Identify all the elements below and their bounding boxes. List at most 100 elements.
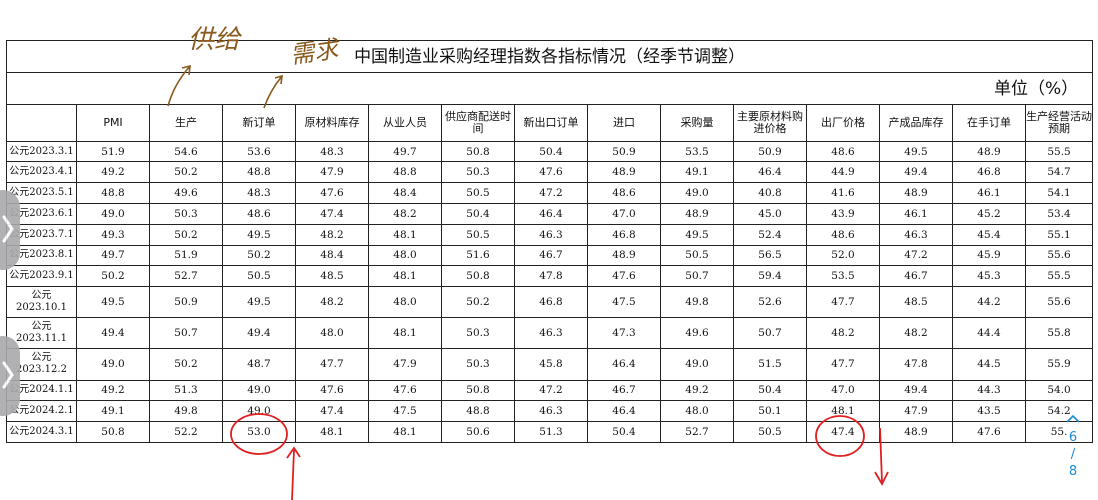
table-cell: 44.9 <box>806 161 880 184</box>
table-cell: 50.3 <box>441 348 515 381</box>
table-cell: 50.7 <box>660 265 734 288</box>
table-cell: 48.2 <box>295 223 369 246</box>
table-cell: 48.4 <box>368 182 442 205</box>
table-cell: 46.7 <box>514 244 588 267</box>
table-cell: 48.0 <box>368 286 442 319</box>
table-cell: 50.2 <box>149 161 223 184</box>
table-cell: 43.9 <box>806 203 880 225</box>
table-cell: 49.1 <box>76 400 150 423</box>
table-cell: 48.2 <box>806 317 880 350</box>
table-cell: 48.1 <box>806 400 880 423</box>
table-cell: 48.9 <box>587 161 661 184</box>
table-cell: 48.2 <box>368 203 442 225</box>
table-cell: 50.9 <box>733 140 807 163</box>
header-row: PMI 生产 新订单 原材料库存 从业人员 供应商配送时间 新出口订单 进口 采购量 主要原材料购… <box>6 104 1094 142</box>
table-cell: 47.3 <box>587 317 661 350</box>
header-cell: 产成品库存 <box>879 104 953 142</box>
table-cell: 48.1 <box>368 265 442 288</box>
table-cell: 49.7 <box>76 244 150 267</box>
table-cell: 52.4 <box>733 223 807 246</box>
table-cell: 49.6 <box>660 317 734 350</box>
table-cell: 50.8 <box>441 265 515 288</box>
table-cell: 55.1 <box>1024 223 1094 246</box>
table-cell: 50.9 <box>587 140 661 163</box>
table-cell: 48.5 <box>879 286 953 319</box>
table-cell: 47.4 <box>806 421 880 443</box>
table-cell: 50.4 <box>514 140 588 163</box>
table-cell: 46.3 <box>514 317 588 350</box>
table-cell: 47.9 <box>368 348 442 381</box>
table-cell: 50.3 <box>441 161 515 184</box>
table-cell: 51.3 <box>514 421 588 443</box>
table-row: 公元2023.9.1 50.2 52.7 50.5 48.5 48.1 50.8 47.8 47… <box>6 265 1094 288</box>
table-cell: 41.6 <box>806 182 880 205</box>
table-cell: 48.0 <box>295 317 369 350</box>
page-indicator[interactable]: 6 / 8 <box>1058 412 1088 480</box>
table-cell: 55.5 <box>1024 265 1094 288</box>
table-cell: 47.4 <box>295 203 369 225</box>
row-date: 公元2023.3.1 <box>6 140 77 163</box>
table-cell: 47.6 <box>952 421 1026 443</box>
header-cell: 生产经营活动预期 <box>1024 104 1094 142</box>
arrow-up-red <box>286 446 301 500</box>
side-next-tab-1[interactable] <box>0 190 20 270</box>
table-cell: 46.4 <box>587 348 661 381</box>
table-cell: 49.0 <box>222 400 296 423</box>
table-cell: 50.1 <box>733 400 807 423</box>
table-cell: 50.4 <box>587 421 661 443</box>
table-cell: 49.2 <box>76 379 150 402</box>
table-cell: 46.1 <box>879 203 953 225</box>
table-cell: 47.6 <box>587 265 661 288</box>
table-cell: 48.3 <box>222 182 296 205</box>
table-cell: 49.2 <box>76 161 150 184</box>
table-cell: 53.5 <box>806 265 880 288</box>
table-cell: 50.2 <box>222 244 296 267</box>
row-date: 公元2024.3.1 <box>6 421 77 443</box>
table-cell: 44.3 <box>952 379 1026 402</box>
header-cell: 供应商配送时间 <box>441 104 515 142</box>
table-cell: 48.8 <box>76 182 150 205</box>
chevron-up-icon[interactable] <box>1066 414 1080 424</box>
table-cell: 46.8 <box>587 223 661 246</box>
table-cell: 48.0 <box>660 400 734 423</box>
table-cell: 46.4 <box>733 161 807 184</box>
chevron-right-icon <box>2 361 14 389</box>
table-cell: 50.5 <box>222 265 296 288</box>
table-cell: 46.1 <box>952 182 1026 205</box>
page-current: 6 <box>1068 430 1078 445</box>
table-cell: 49.1 <box>660 161 734 184</box>
table-cell: 49.5 <box>879 140 953 163</box>
table-cell: 54.0 <box>1024 379 1094 402</box>
page-total: 8 <box>1068 464 1078 479</box>
chevron-right-icon <box>2 215 14 243</box>
table-cell: 51.9 <box>149 244 223 267</box>
table-cell: 48.4 <box>295 244 369 267</box>
table-cell: 47.2 <box>879 244 953 267</box>
table-cell: 50.8 <box>441 140 515 163</box>
table-cell: 45.2 <box>952 203 1026 225</box>
table-cell: 54.1 <box>1024 182 1094 205</box>
table-cell: 48.8 <box>441 400 515 423</box>
table-cell: 46.3 <box>879 223 953 246</box>
table-title: 中国制造业采购经理指数各指标情况（经季节调整） <box>5 39 1094 74</box>
table-cell: 49.3 <box>76 223 150 246</box>
table-row: 公元2024.2.1 49.1 49.8 49.0 47.4 47.5 48.8 46.3 46… <box>6 400 1094 423</box>
table-cell: 49.7 <box>368 140 442 163</box>
table-cell: 50.2 <box>149 223 223 246</box>
table-cell: 50.5 <box>441 223 515 246</box>
table-cell: 55.6 <box>1024 286 1094 319</box>
table-cell: 48.7 <box>222 348 296 381</box>
row-date: 公元2023.4.1 <box>6 161 77 184</box>
table-row: 公元2024.1.1 49.2 51.3 49.0 47.6 47.6 50.8 47.2 46… <box>6 379 1094 402</box>
table-cell: 48.8 <box>368 161 442 184</box>
table-cell: 49.4 <box>76 317 150 350</box>
table-row: 公元 2023.10.1 49.5 50.9 49.5 48.2 48.0 50.2 46.8… <box>6 286 1094 319</box>
side-next-tab-2[interactable] <box>0 336 20 416</box>
table-row: 公元2023.3.1 51.9 54.6 53.6 48.3 49.7 50.8 50.4 50… <box>6 140 1094 163</box>
table-cell: 47.0 <box>587 203 661 225</box>
table-cell: 40.8 <box>733 182 807 205</box>
header-cell: 新订单 <box>222 104 296 142</box>
table-cell: 48.9 <box>879 182 953 205</box>
table-cell: 47.5 <box>587 286 661 319</box>
table-cell: 50.2 <box>149 348 223 381</box>
